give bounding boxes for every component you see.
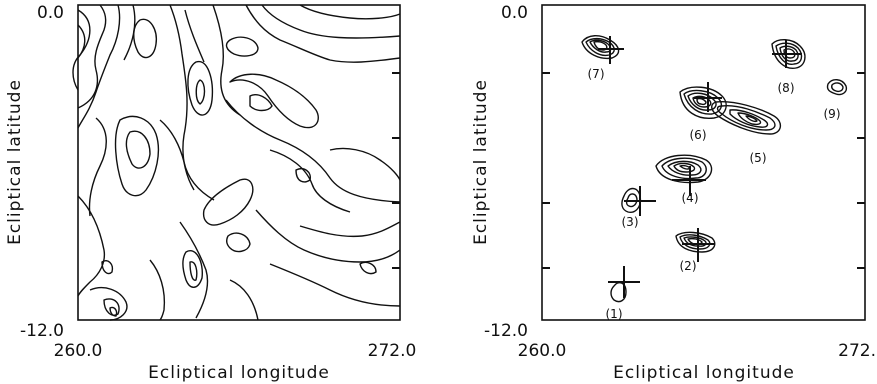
- right-tick-marks: [542, 72, 865, 269]
- right-x-tick-min: 260.0: [518, 341, 567, 361]
- source-label-9: (9): [824, 107, 841, 121]
- source-6-contours: [679, 86, 727, 119]
- left-y-tick-min: -12.0: [20, 321, 64, 341]
- left-panel: 0.0 -12.0 260.0 272.0 Ecliptical longitu…: [5, 3, 416, 383]
- left-x-tick-min: 260.0: [54, 341, 103, 361]
- left-plot-frame: [77, 4, 401, 321]
- source-3-contours: [621, 187, 642, 213]
- source-label-6: (6): [690, 128, 707, 142]
- source-3-cross: [624, 186, 656, 216]
- source-6-cross: [694, 82, 722, 112]
- source-5-contours: [711, 100, 781, 135]
- left-x-tick-max: 272.0: [368, 341, 417, 361]
- source-7-contours: [581, 35, 620, 60]
- source-2-cross: [682, 228, 714, 262]
- right-y-tick-min: -12.0: [484, 321, 528, 341]
- right-x-tick-max: 272.: [838, 341, 876, 361]
- source-label-1: (1): [606, 307, 623, 321]
- source-4-cross: [672, 166, 706, 196]
- source-7-cross: [598, 36, 624, 64]
- source-label-3: (3): [622, 215, 639, 229]
- source-label-8: (8): [778, 81, 795, 95]
- left-y-tick-max: 0.0: [37, 3, 64, 23]
- source-1-cross: [608, 266, 640, 298]
- source-label-5: (5): [750, 151, 767, 165]
- right-y-tick-max: 0.0: [501, 3, 528, 23]
- left-x-axis-label: Ecliptical longitude: [148, 363, 330, 383]
- source-9-contours: [826, 79, 848, 96]
- source-label-4: (4): [682, 191, 699, 205]
- source-label-7: (7): [588, 67, 605, 81]
- left-contour-lines: [72, 4, 401, 321]
- right-x-axis-label: Ecliptical longitude: [613, 363, 795, 383]
- source-label-2: (2): [680, 259, 697, 273]
- source-8-cross: [772, 40, 802, 68]
- source-2-contours: [675, 231, 716, 253]
- source-4-contours: [655, 154, 713, 184]
- right-panel: (1) (2) (3) (4) (5) (6) (7) (8) (9) 0.0 …: [471, 3, 876, 383]
- right-plot-frame: [541, 4, 866, 321]
- left-tick-marks: [392, 72, 400, 269]
- left-y-axis-label: Ecliptical latitude: [5, 79, 25, 245]
- right-y-axis-label: Ecliptical latitude: [471, 79, 491, 245]
